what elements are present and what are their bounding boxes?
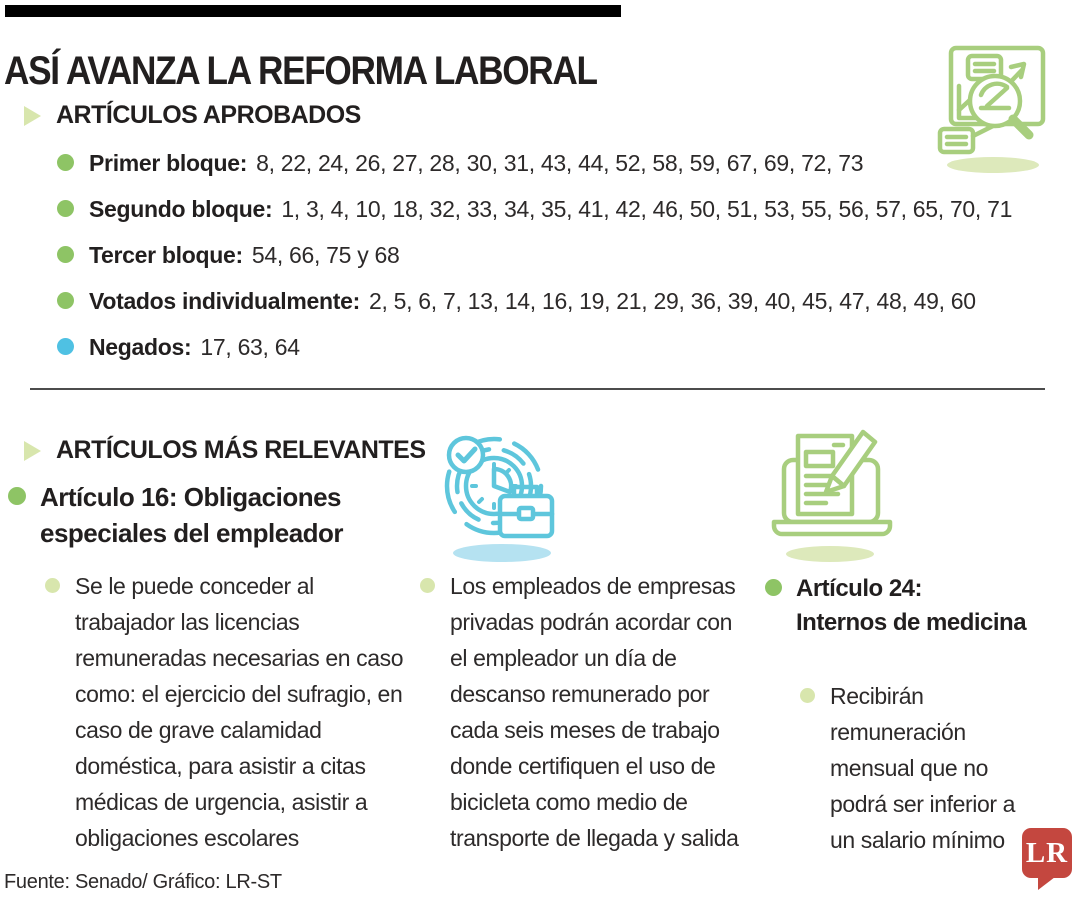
item-label: Tercer bloque: [89,242,243,268]
green-dot-icon [765,579,782,596]
article-16-heading: Artículo 16: Obligaciones especiales del… [40,482,344,548]
list-item: Segundo bloque: 1, 3, 4, 10, 18, 32, 33, … [57,196,1012,223]
bicycle-benefit-text: Los empleados de empresas privadas podrá… [450,573,739,851]
blue-dot-icon [57,338,74,355]
list-item: Tercer bloque: 54, 66, 75 y 68 [57,242,1012,269]
list-item: Negados: 17, 63, 64 [57,334,1012,361]
item-numbers: 8, 22, 24, 26, 27, 28, 30, 31, 43, 44, 5… [256,150,864,176]
article-16-detail: Se le puede conceder al trabajador las l… [45,568,410,856]
article-16-heading-block: Artículo 16: Obligaciones especiales del… [8,479,368,551]
item-numbers: 54, 66, 75 y 68 [251,242,400,268]
page-title: ASÍ AVANZA LA REFORMA LABORAL [4,48,598,93]
lr-logo: LR [1022,828,1072,890]
relevant-section-title: ARTÍCULOS MÁS RELEVANTES [56,436,426,464]
approved-list: Primer bloque: 8, 22, 24, 26, 27, 28, 30,… [57,150,1012,380]
item-label: Negados: [89,334,192,360]
relevant-section-header: ARTÍCULOS MÁS RELEVANTES [24,436,426,465]
item-numbers: 2, 5, 6, 7, 13, 14, 16, 19, 21, 29, 36, … [368,288,976,314]
green-dot-icon [57,154,74,171]
item-numbers: 17, 63, 64 [200,334,300,360]
pale-green-dot-icon [45,578,60,593]
item-label: Segundo bloque: [89,196,273,222]
pale-green-dot-icon [800,688,815,703]
green-dot-icon [8,487,26,505]
title-accent-bar [5,5,621,17]
green-dot-icon [57,200,74,217]
article-24-heading-block: Artículo 24: Internos de medicina [765,572,1045,640]
triangle-bullet-icon [24,440,41,461]
section-divider [30,388,1045,390]
lr-logo-text: LR [1025,836,1069,869]
list-item: Primer bloque: 8, 22, 24, 26, 27, 28, 30,… [57,150,1012,177]
item-numbers: 1, 3, 4, 10, 18, 32, 33, 34, 35, 41, 42,… [281,196,1013,222]
item-label: Votados individualmente: [89,288,360,314]
green-dot-icon [57,246,74,263]
clock-briefcase-icon [444,435,555,562]
article-24-heading: Artículo 24: Internos de medicina [796,575,1027,636]
triangle-bullet-icon [24,105,41,126]
list-item: Votados individualmente: 2, 5, 6, 7, 13, … [57,288,1012,315]
green-dot-icon [57,292,74,309]
item-label: Primer bloque: [89,150,248,176]
approved-section-title: ARTÍCULOS APROBADOS [56,101,361,129]
pale-green-dot-icon [420,578,435,593]
laptop-pencil-icon [771,429,893,562]
article-16-detail-text: Se le puede conceder al trabajador las l… [75,573,404,851]
approved-section-header: ARTÍCULOS APROBADOS [24,101,361,130]
source-credit: Fuente: Senado/ Gráfico: LR-ST [4,871,282,893]
bicycle-benefit-detail: Los empleados de empresas privadas podrá… [420,568,755,856]
article-24-detail: Recibirán remuneración mensual que no po… [800,678,1035,858]
article-24-detail-text: Recibirán remuneración mensual que no po… [830,683,1016,853]
chart-magnifier-icon [937,45,1046,173]
